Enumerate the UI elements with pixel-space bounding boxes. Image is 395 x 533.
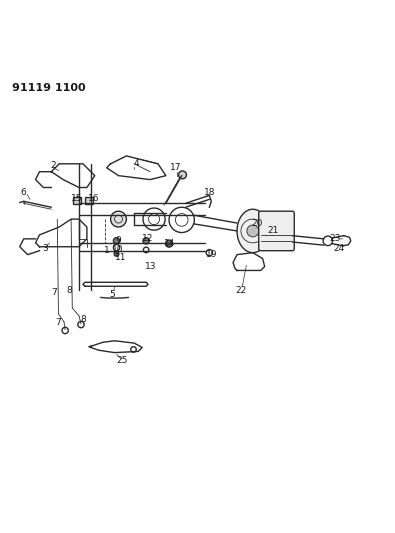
Text: 22: 22 (235, 286, 246, 295)
Text: 24: 24 (333, 244, 344, 253)
Text: 18: 18 (203, 188, 215, 197)
Ellipse shape (237, 209, 269, 253)
Text: 13: 13 (145, 262, 157, 271)
Text: 19: 19 (205, 250, 217, 259)
Text: 23: 23 (329, 235, 340, 244)
Circle shape (143, 238, 149, 244)
Text: 4: 4 (134, 159, 139, 168)
Text: 12: 12 (143, 235, 154, 244)
Circle shape (111, 211, 126, 227)
Circle shape (166, 240, 173, 247)
Text: 8: 8 (80, 316, 86, 324)
Text: 8: 8 (66, 286, 72, 295)
Circle shape (179, 171, 186, 179)
Text: 15: 15 (71, 194, 83, 203)
Text: 10: 10 (112, 245, 124, 254)
Circle shape (247, 225, 259, 237)
Bar (85, 197, 93, 204)
Text: 2: 2 (51, 161, 56, 170)
Text: 5: 5 (110, 289, 115, 298)
Text: 7: 7 (52, 288, 57, 297)
Text: 9: 9 (116, 236, 121, 245)
Circle shape (113, 238, 120, 244)
Circle shape (114, 252, 119, 256)
FancyBboxPatch shape (259, 211, 294, 251)
Text: 20: 20 (251, 219, 262, 228)
Text: 7: 7 (56, 318, 61, 327)
Text: 6: 6 (21, 188, 26, 197)
Text: 11: 11 (115, 253, 126, 262)
Text: 91119 1100: 91119 1100 (12, 83, 85, 93)
Text: 21: 21 (268, 227, 279, 236)
Bar (73, 197, 81, 204)
Text: 1: 1 (104, 246, 109, 255)
Text: 25: 25 (117, 356, 128, 365)
Text: 17: 17 (170, 163, 182, 172)
Text: 3: 3 (43, 244, 48, 253)
Text: 16: 16 (88, 194, 100, 203)
Text: 14: 14 (164, 239, 175, 248)
